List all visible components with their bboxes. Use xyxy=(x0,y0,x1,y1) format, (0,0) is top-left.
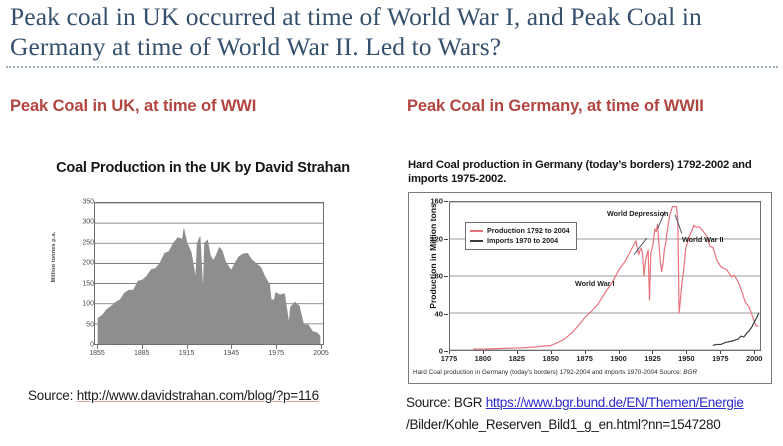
uk-source-prefix: Source: xyxy=(28,388,77,403)
uk-x-tick-label: 1975 xyxy=(268,350,284,357)
annotation-world-war-ii: World War II xyxy=(682,235,724,244)
germany-x-tick-mark xyxy=(516,350,518,354)
germany-x-tick-mark xyxy=(754,350,756,354)
germany-y-axis-label: Production in Million tons xyxy=(428,203,438,309)
uk-x-tick-mark xyxy=(276,345,278,349)
germany-y-tick-mark xyxy=(444,276,448,277)
uk-x-tick-label: 1945 xyxy=(223,350,240,357)
uk-y-tick-label: 50 xyxy=(86,321,94,329)
germany-y-tick-label: 0 xyxy=(438,346,443,356)
section-heading-germany: Peak Coal in Germany, at time of WWII xyxy=(407,97,704,115)
germany-x-tick-label: 1950 xyxy=(678,354,695,363)
germany-source-url[interactable]: https://www.bgr.bund.de/EN/Themen/Energi… xyxy=(485,395,744,410)
germany-caption-source: BGR xyxy=(683,369,698,376)
legend-item-imports: Imports 1970 to 2004 xyxy=(470,236,570,246)
uk-y-tick-label: 0 xyxy=(90,341,94,349)
annotation-world-depression: World Depression xyxy=(607,209,669,218)
germany-x-tick-mark xyxy=(550,350,552,354)
uk-y-tick-label: 250 xyxy=(82,239,94,247)
uk-plot-svg xyxy=(95,203,323,344)
legend-swatch-imports-icon xyxy=(470,240,483,242)
germany-chart-title: Hard Coal production in Germany (today’s… xyxy=(408,159,752,185)
legend-item-production: Production 1792 to 2004 xyxy=(470,226,570,236)
uk-x-tick-label: 2005 xyxy=(313,350,329,357)
uk-x-tick-mark xyxy=(231,345,233,349)
germany-x-tick-mark xyxy=(652,350,654,354)
germany-x-tick-label: 1925 xyxy=(644,354,661,363)
germany-plot-svg xyxy=(450,202,760,350)
germany-y-tick-label: 80 xyxy=(434,271,443,281)
uk-source-line: Source: http://www.davidstrahan.com/blog… xyxy=(28,388,319,403)
page-title: Peak coal in UK occurred at time of Worl… xyxy=(10,2,702,61)
uk-y-tick-label: 100 xyxy=(82,300,94,308)
germany-x-tick-mark xyxy=(686,350,688,354)
germany-y-tick-mark xyxy=(444,238,448,240)
title-divider xyxy=(6,66,778,70)
uk-y-tick-label: 150 xyxy=(82,280,94,288)
germany-source-prefix: Source: BGR xyxy=(406,395,486,410)
germany-x-tick-mark xyxy=(449,350,450,354)
uk-x-tick-label: 1915 xyxy=(178,350,195,357)
germany-x-tick-label: 1875 xyxy=(576,354,593,363)
uk-x-tick-mark xyxy=(321,345,322,349)
germany-figure-caption: Hard Coal production in Germany (today’s… xyxy=(413,369,697,376)
germany-y-tick-label: 160 xyxy=(430,196,443,206)
germany-y-tick-mark xyxy=(444,201,448,202)
uk-y-tick-label: 350 xyxy=(82,198,94,206)
germany-y-tick-label: 40 xyxy=(434,309,443,318)
uk-x-tick-mark xyxy=(186,345,188,349)
germany-x-tick-label: 1800 xyxy=(474,354,492,363)
uk-x-tick-label: 1855 xyxy=(89,350,105,357)
germany-x-tick-label: 1975 xyxy=(712,354,729,363)
legend-label-imports: Imports 1970 to 2004 xyxy=(487,236,559,245)
uk-y-tick-label: 200 xyxy=(82,259,94,267)
germany-x-tick-mark xyxy=(618,350,620,354)
germany-x-tick-mark xyxy=(720,350,722,354)
uk-x-tick-mark xyxy=(141,345,143,349)
germany-y-tick-mark xyxy=(444,351,448,352)
germany-x-tick-mark xyxy=(584,350,586,354)
uk-y-axis-label: Million tonnes p.a. xyxy=(51,231,57,283)
uk-source-url[interactable]: http://www.davidstrahan.com/blog/?p=116 xyxy=(76,388,319,403)
germany-x-tick-label: 1775 xyxy=(440,354,458,363)
germany-x-tick-label: 2000 xyxy=(745,354,763,363)
germany-x-tick-label: 1825 xyxy=(508,354,526,363)
section-heading-uk: Peak Coal in UK, at time of WWI xyxy=(10,97,257,115)
germany-source-path: /Bilder/Kohle_Reserven_Bild1_g_en.html?n… xyxy=(406,417,721,432)
germany-x-tick-label: 1900 xyxy=(610,354,627,363)
uk-chart-title: Coal Production in the UK by David Strah… xyxy=(56,160,350,176)
uk-y-tick-label: 300 xyxy=(82,218,94,226)
uk-plot-area xyxy=(94,202,324,345)
germany-x-tick-label: 1850 xyxy=(542,354,559,363)
uk-coal-production-chart: Million tonnes p.a. 0 50 100 150 200 250 300 35… xyxy=(48,196,338,372)
germany-x-tick-mark xyxy=(482,350,484,354)
germany-source-line: Source: BGR https://www.bgr.bund.de/EN/T… xyxy=(406,392,783,436)
germany-hard-coal-figure: Production in Million tons 0 40 80 120 160 1… xyxy=(408,192,772,384)
germany-y-tick-mark xyxy=(444,313,448,315)
legend-label-production: Production 1792 to 2004 xyxy=(487,226,570,235)
uk-x-tick-label: 1885 xyxy=(133,350,150,357)
annotation-world-war-i: World War I xyxy=(575,279,615,288)
uk-x-tick-mark xyxy=(96,345,98,349)
legend-swatch-production-icon xyxy=(470,230,483,232)
germany-y-tick-label: 120 xyxy=(430,234,443,243)
germany-caption-main: Hard Coal production in Germany (today’s… xyxy=(413,369,684,376)
germany-legend: Production 1792 to 2004 Imports 1970 to … xyxy=(465,222,577,250)
